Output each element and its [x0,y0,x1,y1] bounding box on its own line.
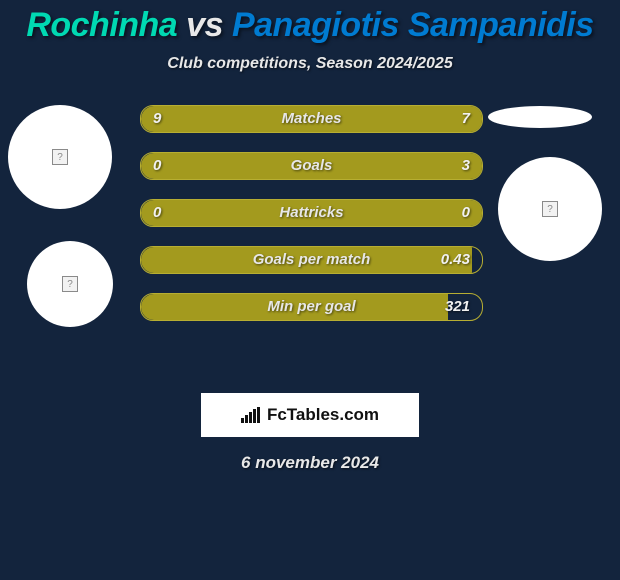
stat-metric-label: Hattricks [141,200,482,226]
player1-club-avatar: ? [27,241,113,327]
stat-metric-label: Min per goal [141,294,482,320]
stat-right-value: 3 [462,153,470,179]
placeholder-icon: ? [62,276,78,292]
title-player2: Panagiotis Sampanidis [232,6,594,44]
stat-row: 0Goals3 [140,152,483,180]
stat-row: Min per goal321 [140,293,483,321]
stat-right-value: 0.43 [441,247,470,273]
stat-rows: 9Matches70Goals30Hattricks0Goals per mat… [140,105,483,340]
placeholder-icon: ? [52,149,68,165]
page-title: Rochinha vs Panagiotis Sampanidis [0,0,620,45]
comparison-stage: ? ? ? 9Matches70Goals30Hattricks0Goals p… [0,87,620,387]
footer-date: 6 november 2024 [0,453,620,473]
title-player1: Rochinha [26,6,177,44]
stat-row: 0Hattricks0 [140,199,483,227]
player1-avatar: ? [8,105,112,209]
bars-icon [241,407,261,423]
title-vs: vs [177,6,232,44]
stat-right-value: 0 [462,200,470,226]
stat-metric-label: Goals per match [141,247,482,273]
stat-row: 9Matches7 [140,105,483,133]
placeholder-icon: ? [542,201,558,217]
watermark: FcTables.com [201,393,419,437]
stat-right-value: 321 [445,294,470,320]
stat-metric-label: Goals [141,153,482,179]
watermark-label: FcTables.com [267,405,379,425]
player2-avatar: ? [498,157,602,261]
subtitle: Club competitions, Season 2024/2025 [0,55,620,73]
player2-ellipse [488,106,592,128]
stat-right-value: 7 [462,106,470,132]
stat-row: Goals per match0.43 [140,246,483,274]
stat-metric-label: Matches [141,106,482,132]
